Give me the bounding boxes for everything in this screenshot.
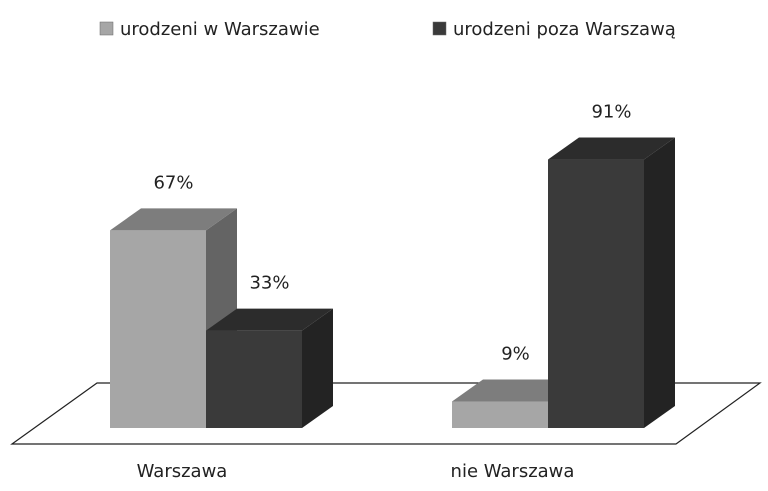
data-label: 67% [153, 172, 193, 193]
bar-top [206, 308, 333, 331]
legend-label: urodzeni poza Warszawą [453, 19, 676, 40]
legend-label: urodzeni w Warszawie [120, 19, 320, 40]
bar [452, 401, 548, 428]
data-label: 91% [591, 102, 631, 123]
bar [206, 330, 302, 428]
legend-swatch [432, 21, 447, 36]
bar-side [302, 308, 333, 428]
bar-side [644, 137, 675, 429]
x-tick-label: Warszawa [137, 461, 228, 482]
bar [548, 159, 644, 429]
bar-top [548, 137, 675, 160]
bar [110, 230, 206, 428]
x-tick-label: nie Warszawa [451, 461, 575, 482]
legend-swatch [99, 21, 114, 36]
bar-top [452, 379, 579, 402]
data-label: 9% [501, 343, 530, 364]
data-label: 33% [249, 273, 289, 294]
bar-top [110, 208, 237, 231]
